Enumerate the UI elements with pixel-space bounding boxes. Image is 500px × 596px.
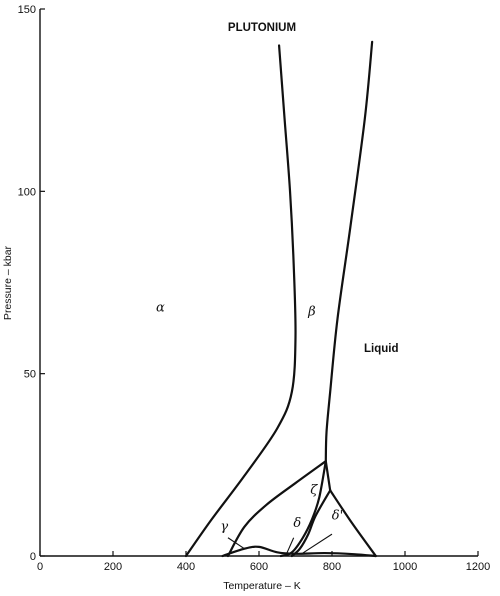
label-pointer-line [302, 533, 333, 554]
phase-label: δ' [332, 509, 343, 524]
y-tick-label: 0 [30, 551, 36, 563]
chart-title: PLUTONIUM [228, 22, 296, 34]
phase-boundary-line [324, 40, 374, 463]
phase-label: δ [293, 516, 301, 531]
x-tick-label: 200 [104, 561, 122, 573]
y-axis-title: Pressure – kbar [2, 245, 14, 320]
phase-boundary-line [329, 489, 377, 558]
phase-boundaries [184, 40, 377, 558]
y-tick-label: 50 [24, 369, 36, 381]
phase-boundary-line [226, 460, 327, 558]
x-tick-label: 1000 [393, 561, 417, 573]
y-tick-label: 100 [18, 186, 36, 198]
x-tick-label: 600 [250, 561, 268, 573]
plot-frame [39, 9, 478, 557]
phase-label: γ [220, 519, 228, 534]
axis-ticks: 0 200 400 600 800 1000 1200 0 50 100 150 [18, 4, 491, 573]
x-tick-label: 1200 [466, 561, 490, 573]
label-pointers [227, 533, 333, 555]
phase-labels: α β Liquid ζ γ δ δ' [156, 301, 398, 535]
x-tick-label: 400 [177, 561, 195, 573]
label-pointer-line [227, 537, 245, 550]
x-tick-label: 0 [37, 561, 43, 573]
phase-label: Liquid [364, 343, 399, 355]
phase-boundary-line [324, 460, 332, 492]
x-axis-title: Temperature – K [223, 580, 301, 592]
x-tick-label: 800 [323, 561, 341, 573]
phase-label: ζ [310, 483, 318, 498]
phase-label: β [307, 304, 316, 319]
phase-boundary-line [221, 545, 377, 558]
phase-label: α [156, 301, 165, 316]
label-pointer-line [285, 537, 295, 555]
y-tick-label: 150 [18, 4, 36, 16]
phase-boundary-line [290, 489, 332, 558]
phase-boundary-line [184, 44, 297, 558]
